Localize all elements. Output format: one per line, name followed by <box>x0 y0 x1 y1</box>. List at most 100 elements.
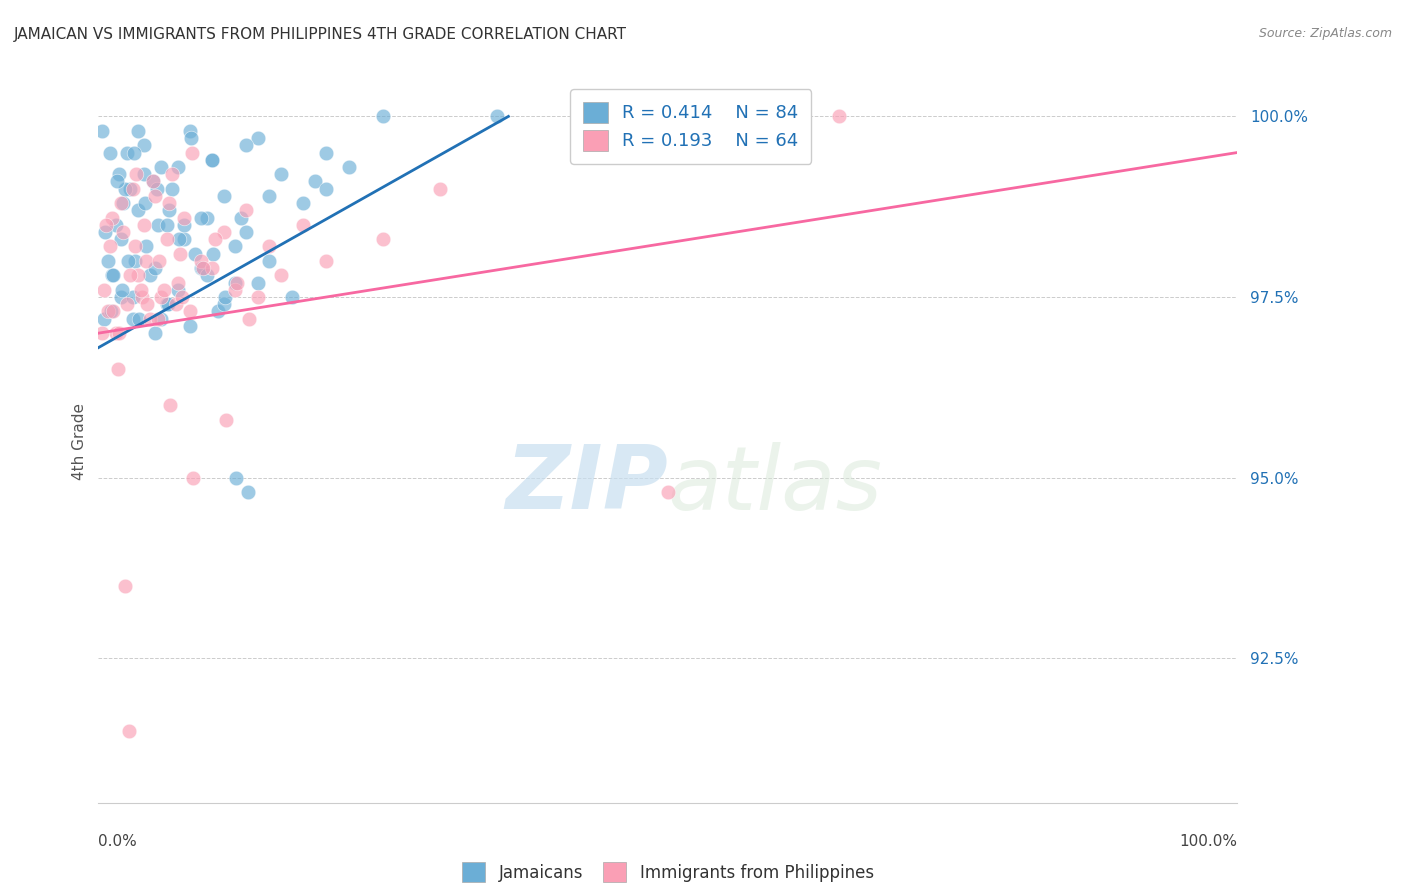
Point <box>270 167 292 181</box>
Point <box>125 167 148 181</box>
Point <box>224 276 246 290</box>
Point <box>121 182 143 196</box>
Point <box>138 268 160 283</box>
Point <box>486 110 509 124</box>
Legend: Jamaicans, Immigrants from Philippines: Jamaicans, Immigrants from Philippines <box>456 855 880 888</box>
Point <box>371 232 394 246</box>
Point <box>98 145 121 160</box>
Point <box>156 297 179 311</box>
Point <box>96 254 118 268</box>
Point <box>201 261 224 276</box>
Point <box>180 145 202 160</box>
Point <box>105 174 128 188</box>
Point <box>121 311 143 326</box>
Point <box>127 268 149 283</box>
Point <box>204 232 226 246</box>
Point <box>337 160 360 174</box>
Point <box>157 203 180 218</box>
Point <box>173 218 195 232</box>
Point <box>114 579 136 593</box>
Point <box>150 160 173 174</box>
Point <box>169 232 191 246</box>
Point <box>90 124 112 138</box>
Point <box>135 254 157 268</box>
Point <box>110 290 132 304</box>
Point <box>429 182 451 196</box>
Point <box>179 304 201 318</box>
Point <box>128 311 150 326</box>
Point <box>101 268 124 283</box>
Text: ZIP: ZIP <box>505 442 668 528</box>
Point <box>90 326 112 341</box>
Point <box>145 189 167 203</box>
Point <box>193 261 215 276</box>
Point <box>156 218 179 232</box>
Point <box>167 283 190 297</box>
Point <box>292 218 315 232</box>
Point <box>117 254 139 268</box>
Point <box>191 261 214 276</box>
Text: atlas: atlas <box>668 442 883 528</box>
Point <box>146 218 169 232</box>
Point <box>145 182 167 196</box>
Point <box>104 326 127 341</box>
Point <box>103 304 125 318</box>
Point <box>201 153 224 167</box>
Point <box>148 254 170 268</box>
Point <box>107 362 129 376</box>
Point <box>235 225 257 239</box>
Point <box>212 297 235 311</box>
Point <box>142 174 165 188</box>
Point <box>215 413 238 427</box>
Point <box>142 174 165 188</box>
Point <box>127 203 149 218</box>
Point <box>207 304 229 318</box>
Point <box>124 254 146 268</box>
Point <box>159 399 181 413</box>
Text: Source: ZipAtlas.com: Source: ZipAtlas.com <box>1258 27 1392 40</box>
Point <box>138 311 160 326</box>
Point <box>259 254 281 268</box>
Point <box>120 268 142 283</box>
Point <box>146 311 169 326</box>
Point <box>101 211 124 225</box>
Point <box>315 254 337 268</box>
Point <box>134 196 156 211</box>
Point <box>162 167 184 181</box>
Point <box>212 225 235 239</box>
Point <box>115 297 138 311</box>
Point <box>167 276 190 290</box>
Point <box>179 318 201 333</box>
Point <box>132 167 155 181</box>
Point <box>371 110 394 124</box>
Point <box>235 203 257 218</box>
Point <box>108 326 131 341</box>
Point <box>100 304 122 318</box>
Point <box>115 145 138 160</box>
Point <box>108 167 131 181</box>
Point <box>145 261 167 276</box>
Point <box>212 189 235 203</box>
Point <box>156 232 179 246</box>
Point <box>202 246 225 260</box>
Point <box>270 268 292 283</box>
Point <box>110 232 132 246</box>
Point <box>124 239 146 253</box>
Text: 100.0%: 100.0% <box>1180 834 1237 849</box>
Point <box>131 290 153 304</box>
Point <box>94 225 117 239</box>
Point <box>93 283 115 297</box>
Point <box>111 283 134 297</box>
Point <box>112 196 135 211</box>
Point <box>259 239 281 253</box>
Point <box>132 218 155 232</box>
Point <box>224 239 246 253</box>
Point <box>657 145 679 160</box>
Point <box>121 290 143 304</box>
Point <box>157 196 180 211</box>
Point <box>153 283 176 297</box>
Point <box>180 131 202 145</box>
Point <box>238 311 260 326</box>
Point <box>170 290 193 304</box>
Point <box>96 304 118 318</box>
